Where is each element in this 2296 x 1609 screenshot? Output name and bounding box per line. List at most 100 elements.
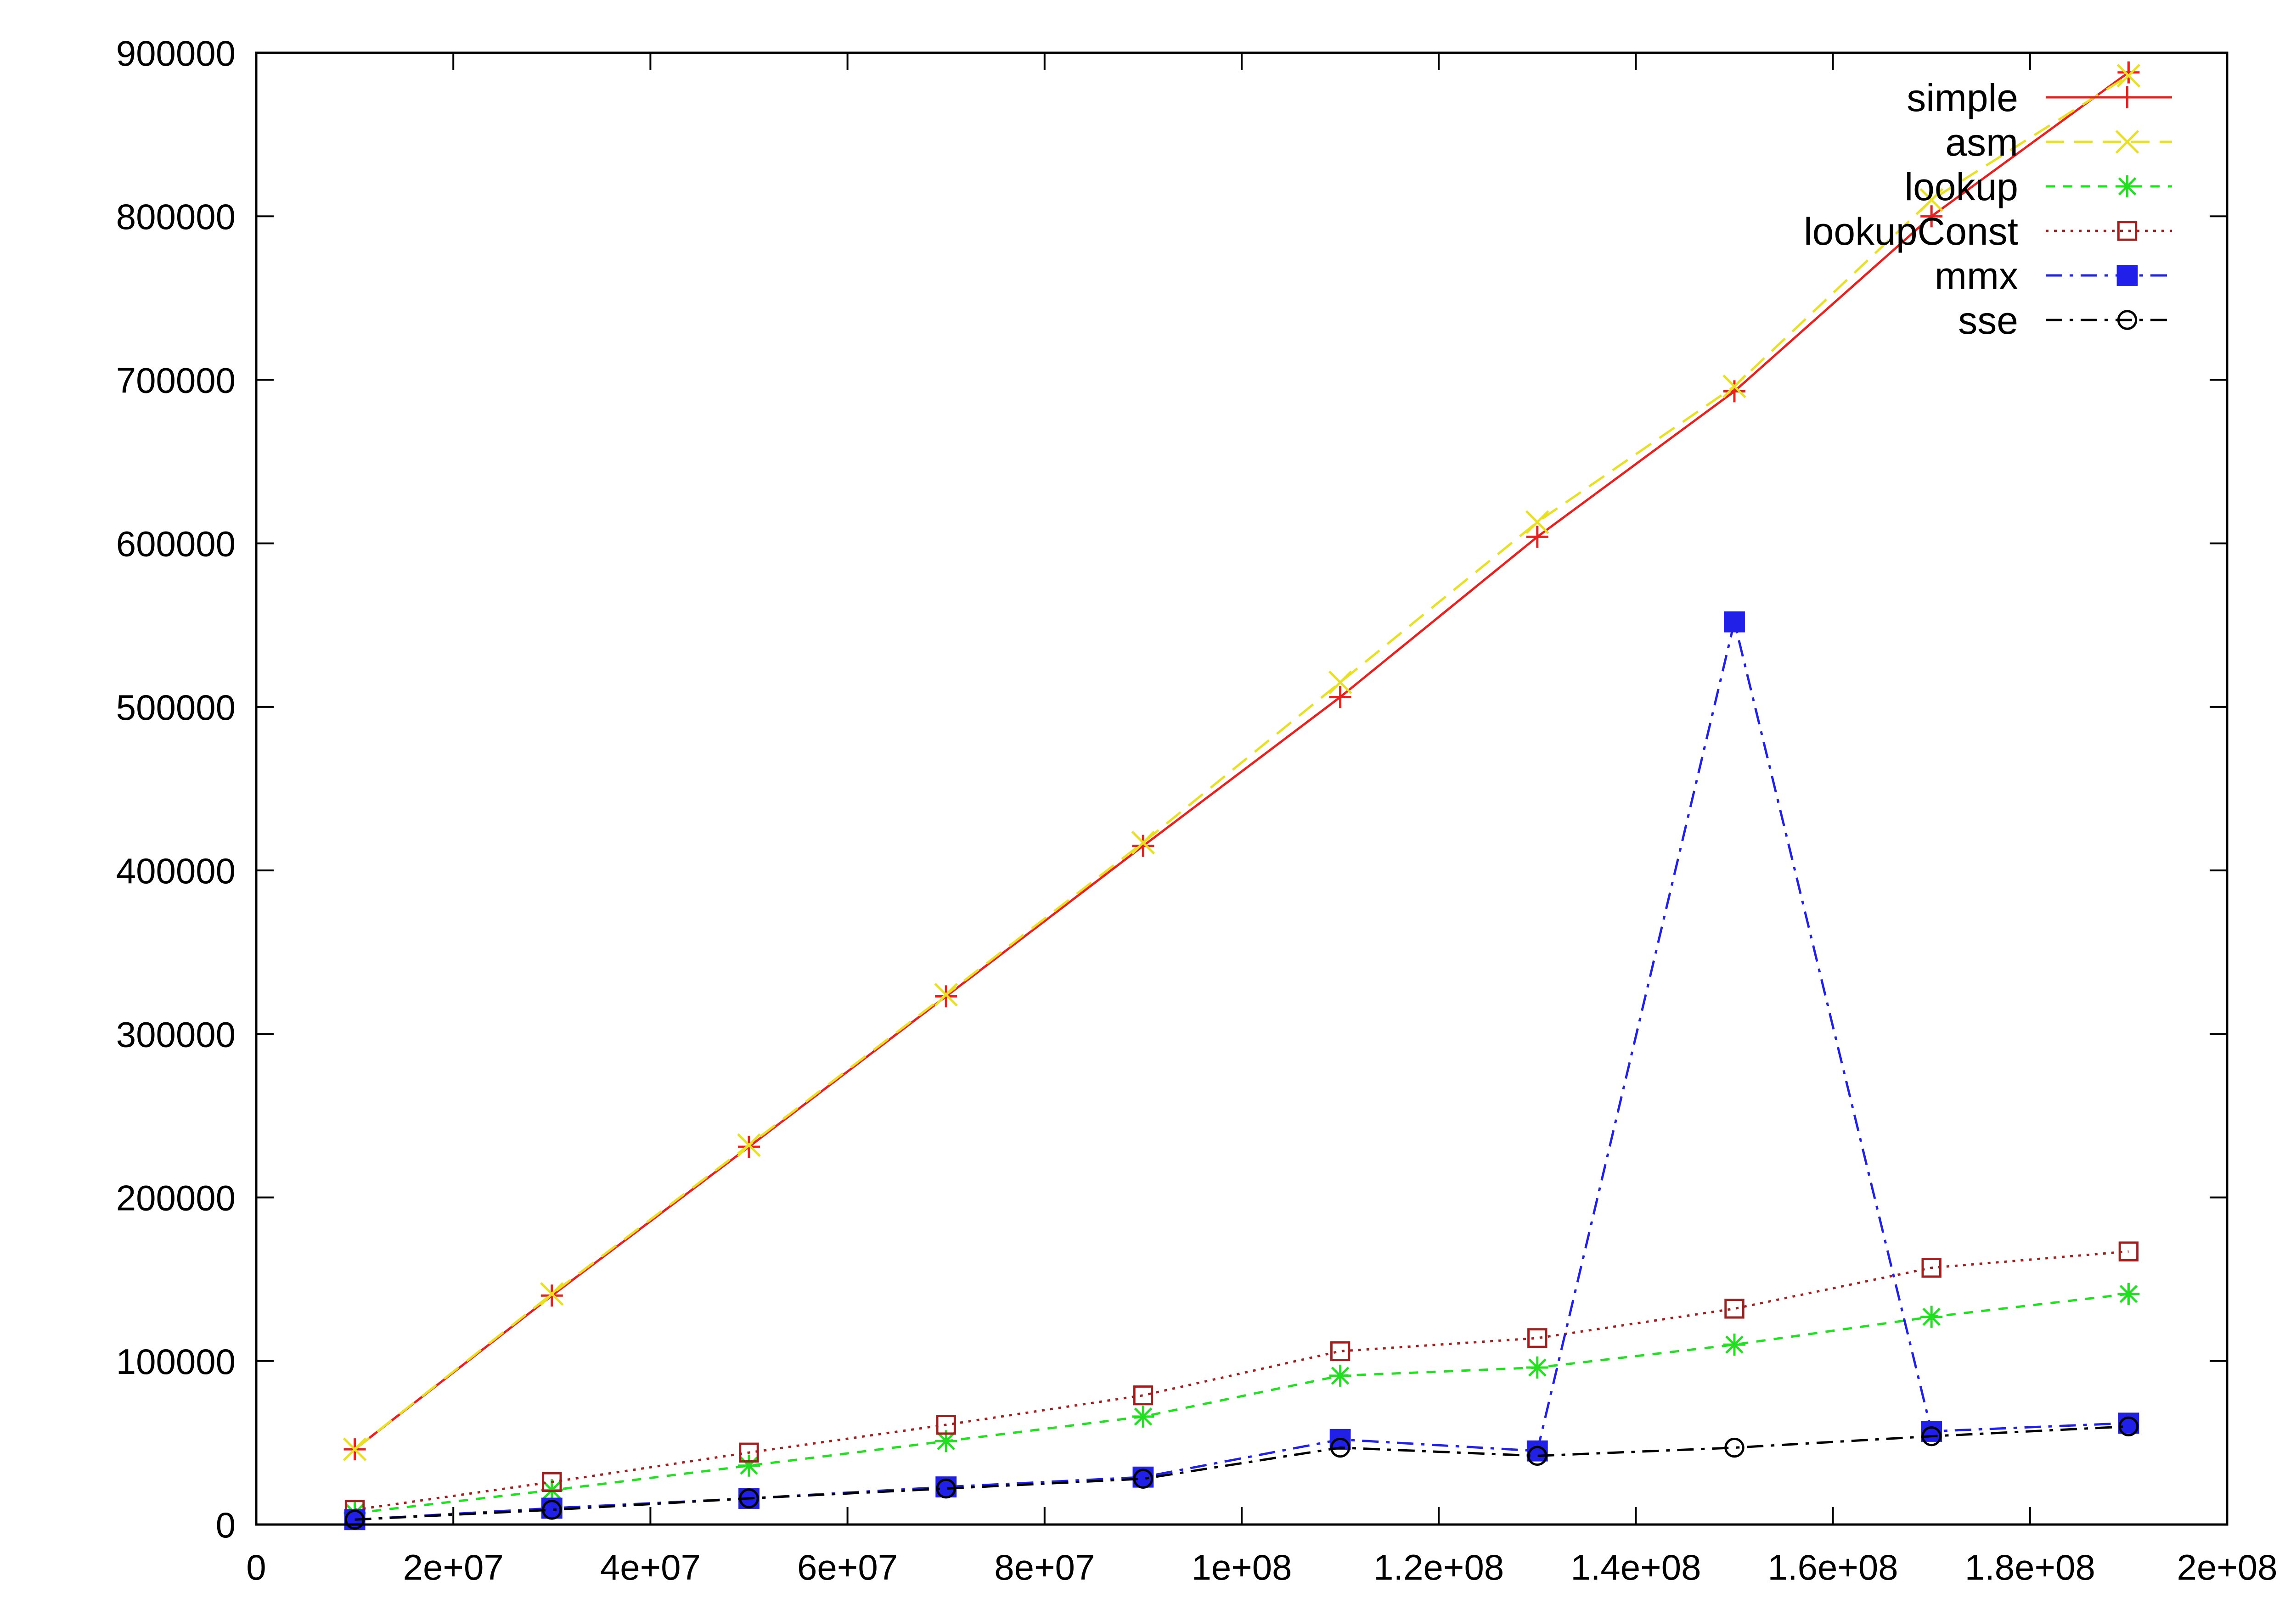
legend-entry-lookupConst: lookupConst bbox=[1804, 210, 2172, 253]
data-point-sse bbox=[1724, 1437, 1745, 1458]
series-line-lookupConst bbox=[355, 1250, 2129, 1511]
x-tick-label: 4e+07 bbox=[600, 1547, 701, 1587]
series-mmx bbox=[344, 611, 2139, 1531]
legend-label: lookup bbox=[1904, 165, 2018, 208]
data-point-asm bbox=[1722, 374, 1746, 398]
legend-entry-mmx: mmx bbox=[1935, 254, 2172, 297]
y-tick-label: 400000 bbox=[116, 851, 236, 891]
data-point-asm bbox=[1525, 510, 1549, 534]
y-tick-label: 900000 bbox=[116, 33, 236, 73]
series-line-simple bbox=[354, 71, 2129, 1451]
x-tick-label: 2e+08 bbox=[2177, 1547, 2277, 1587]
data-point-simple bbox=[1329, 686, 1351, 708]
data-point-simple bbox=[935, 985, 957, 1008]
data-point-asm bbox=[540, 1282, 564, 1306]
data-point-lookup bbox=[1723, 1334, 1745, 1356]
data-point-sse bbox=[936, 1478, 956, 1499]
data-point-sse bbox=[1330, 1437, 1351, 1458]
x-tick-label: 6e+07 bbox=[797, 1547, 898, 1587]
legend-entry-sse: sse bbox=[1958, 299, 2172, 342]
series-line-mmx bbox=[355, 622, 2129, 1521]
data-point-lookup bbox=[2117, 1283, 2140, 1305]
data-point-sse bbox=[1133, 1469, 1154, 1489]
data-point-simple bbox=[1526, 526, 1548, 548]
series-line-sse bbox=[355, 1425, 2129, 1521]
data-point-simple bbox=[2117, 61, 2140, 84]
data-point-lookupConst bbox=[1921, 1258, 1941, 1278]
y-tick-label: 600000 bbox=[116, 524, 236, 564]
x-tick-label: 1.2e+08 bbox=[1373, 1547, 1504, 1587]
data-point-lookupConst bbox=[542, 1472, 562, 1492]
legend-marker-sample bbox=[2115, 130, 2139, 154]
data-point-simple bbox=[1132, 835, 1154, 857]
y-tick-label: 800000 bbox=[116, 196, 236, 237]
data-point-lookup bbox=[1329, 1364, 1351, 1387]
data-point-sse bbox=[542, 1500, 562, 1520]
plot-series-group bbox=[343, 61, 2141, 1531]
data-point-lookup bbox=[1132, 1405, 1154, 1428]
data-point-lookupConst bbox=[739, 1442, 759, 1463]
data-point-lookupConst bbox=[2118, 1241, 2139, 1261]
legend-marker-sample bbox=[2116, 175, 2138, 197]
data-point-lookupConst bbox=[1724, 1299, 1745, 1319]
data-point-lookupConst bbox=[1330, 1341, 1351, 1362]
series-line-asm bbox=[354, 74, 2129, 1451]
data-point-asm bbox=[2116, 64, 2141, 88]
data-point-sse bbox=[344, 1509, 365, 1530]
series-lookup bbox=[343, 1283, 2140, 1525]
series-lookupConst bbox=[344, 1241, 2139, 1520]
y-tick-label: 500000 bbox=[116, 687, 236, 728]
series-line-lookup bbox=[355, 1293, 2129, 1514]
data-point-lookupConst bbox=[1133, 1385, 1154, 1406]
legend-marker-sample bbox=[2116, 265, 2138, 286]
x-tick-label: 0 bbox=[246, 1547, 266, 1587]
data-point-simple bbox=[540, 1284, 563, 1307]
axis-ticks-group bbox=[255, 52, 2228, 1525]
axis-tick-labels-group: 0 2e+07 4e+07 6e+07 8e+07 1e+08 1.2e+08 1.4e+08… bbox=[116, 33, 2278, 1587]
legend-marker-sample bbox=[2117, 221, 2138, 241]
y-tick-label: 100000 bbox=[116, 1341, 236, 1382]
data-point-asm bbox=[1919, 188, 1943, 212]
x-tick-label: 1.8e+08 bbox=[1965, 1547, 2095, 1587]
data-point-sse bbox=[2118, 1416, 2139, 1436]
x-tick-label: 1e+08 bbox=[1191, 1547, 1292, 1587]
data-point-lookupConst bbox=[936, 1415, 956, 1435]
data-point-lookup bbox=[738, 1454, 760, 1477]
legend-label: mmx bbox=[1935, 254, 2018, 297]
data-point-simple bbox=[1723, 380, 1745, 403]
data-point-asm bbox=[737, 1133, 761, 1157]
data-point-lookup bbox=[1920, 1306, 1943, 1328]
data-point-asm bbox=[934, 983, 958, 1007]
data-point-sse bbox=[1921, 1426, 1941, 1446]
data-point-asm bbox=[1131, 830, 1155, 855]
legend-label: simple bbox=[1907, 76, 2018, 119]
legend-entry-lookup: lookup bbox=[1904, 165, 2172, 208]
data-point-simple bbox=[738, 1136, 760, 1158]
x-tick-label: 2e+07 bbox=[403, 1547, 504, 1587]
legend-marker-sample bbox=[2116, 86, 2138, 108]
series-sse bbox=[344, 1416, 2139, 1530]
x-tick-label: 1.6e+08 bbox=[1768, 1547, 1898, 1587]
x-tick-label: 8e+07 bbox=[994, 1547, 1095, 1587]
data-point-lookup bbox=[935, 1430, 957, 1452]
data-point-mmx bbox=[1724, 611, 1745, 633]
y-tick-label: 700000 bbox=[116, 360, 236, 400]
series-asm bbox=[343, 64, 2141, 1461]
x-tick-label: 1.4e+08 bbox=[1570, 1547, 1701, 1587]
legend-label: sse bbox=[1958, 299, 2018, 342]
data-point-asm bbox=[1328, 670, 1352, 695]
data-point-lookup bbox=[1526, 1357, 1548, 1379]
data-point-simple bbox=[1920, 205, 1943, 228]
legend-label: asm bbox=[1945, 121, 2018, 164]
series-simple bbox=[343, 61, 2140, 1461]
data-point-lookupConst bbox=[1527, 1328, 1548, 1348]
y-tick-label: 0 bbox=[216, 1505, 236, 1545]
legend-entry-simple: simple bbox=[1907, 76, 2172, 119]
legend-label: lookupConst bbox=[1804, 210, 2018, 253]
data-point-sse bbox=[1527, 1446, 1548, 1466]
y-tick-label: 200000 bbox=[116, 1178, 236, 1218]
legend-entry-asm: asm bbox=[1945, 121, 2172, 164]
